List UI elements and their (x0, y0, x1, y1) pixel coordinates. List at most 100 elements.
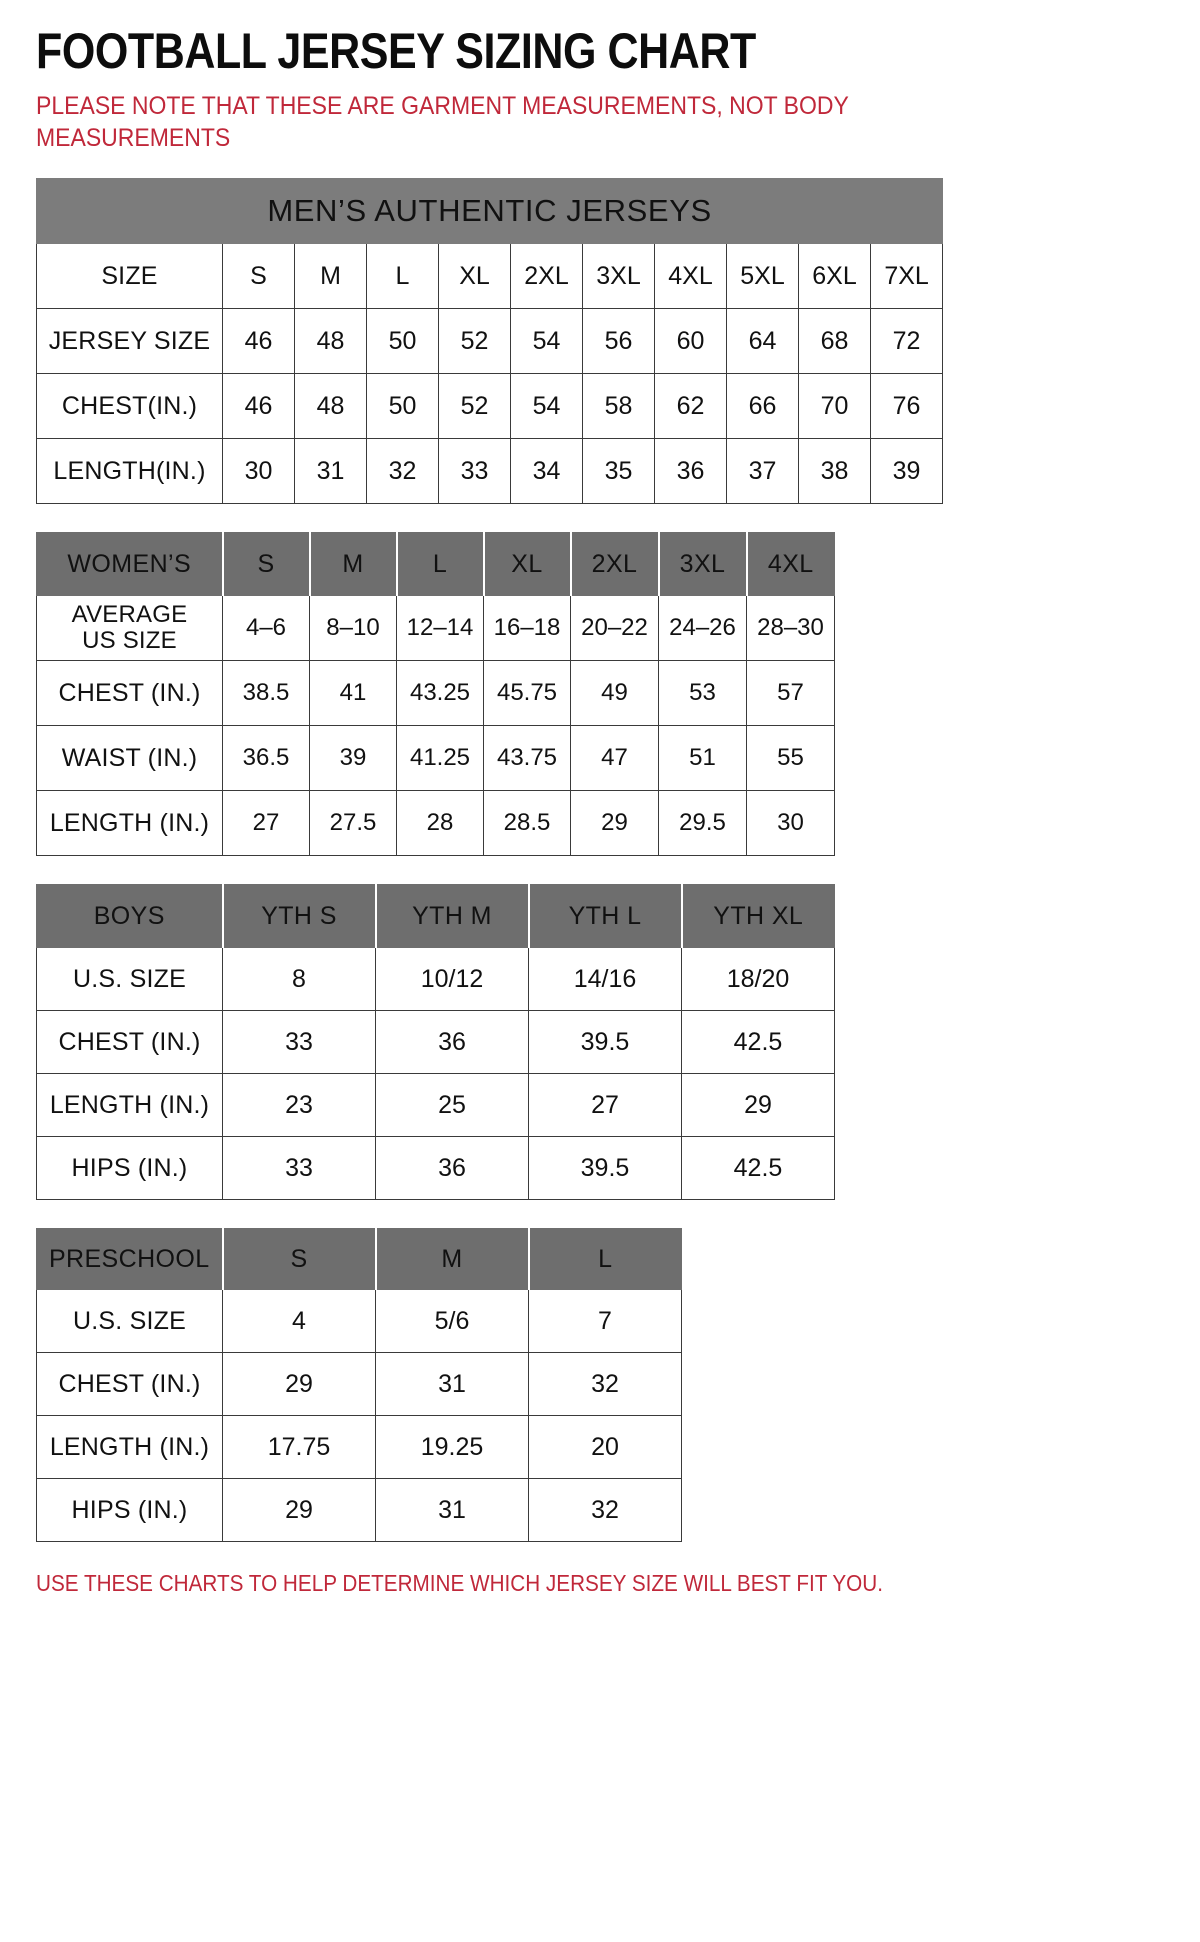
row-label-chest: CHEST (IN.) (36, 1352, 223, 1416)
cell-value: 68 (798, 308, 871, 374)
cell-value: 43.75 (483, 725, 571, 791)
cell-value: 36 (654, 438, 727, 504)
column-header-s: S (222, 243, 295, 309)
page-title: FOOTBALL JERSEY SIZING CHART (36, 23, 756, 79)
cell-value: 29 (570, 790, 659, 856)
cell-value: 51 (658, 725, 747, 791)
cell-value: 10/12 (375, 947, 529, 1011)
column-header-2xl: 2XL (570, 532, 660, 596)
cell-value: 8 (222, 947, 376, 1011)
cell-value: 12–14 (396, 595, 484, 661)
table-row: U.S. SIZE 4 5/6 7 (36, 1289, 682, 1353)
row-label-chest: CHEST(IN.) (36, 373, 223, 439)
cell-value: 27 (222, 790, 310, 856)
table-row: LENGTH (IN.) 23 25 27 29 (36, 1073, 835, 1137)
cell-value: 37 (726, 438, 799, 504)
cell-value: 38 (798, 438, 871, 504)
boys-size-table: BOYS YTH S YTH M YTH L YTH XL U.S. SIZE … (36, 884, 835, 1200)
cell-value: 31 (375, 1352, 529, 1416)
row-label-us-size: U.S. SIZE (36, 947, 223, 1011)
cell-value: 29 (222, 1352, 376, 1416)
cell-value: 39.5 (528, 1010, 682, 1074)
cell-value: 31 (294, 438, 367, 504)
cell-value: 52 (438, 373, 511, 439)
cell-value: 19.25 (375, 1415, 529, 1479)
cell-value: 33 (438, 438, 511, 504)
measurement-note: PLEASE NOTE THAT THESE ARE GARMENT MEASU… (36, 92, 849, 152)
column-header-3xl: 3XL (658, 532, 748, 596)
cell-value: 50 (366, 308, 439, 374)
column-header-s: S (222, 1228, 377, 1290)
cell-value: 56 (582, 308, 655, 374)
row-label-hips: HIPS (IN.) (36, 1136, 223, 1200)
table-header-row: SIZE S M L XL 2XL 3XL 4XL 5XL 6XL 7XL (36, 243, 944, 309)
cell-value: 30 (222, 438, 295, 504)
table-row: JERSEY SIZE 46 48 50 52 54 56 60 64 68 7… (36, 308, 944, 374)
column-header-6xl: 6XL (798, 243, 871, 309)
table-header-row: BOYS YTH S YTH M YTH L YTH XL (36, 884, 835, 948)
cell-value: 50 (366, 373, 439, 439)
cell-value: 49 (570, 660, 659, 726)
cell-value: 25 (375, 1073, 529, 1137)
row-label-length: LENGTH (IN.) (36, 1415, 223, 1479)
table-row: LENGTH (IN.) 27 27.5 28 28.5 29 29.5 30 (36, 790, 835, 856)
cell-value: 76 (869, 373, 944, 439)
cell-value: 32 (528, 1478, 682, 1542)
cell-value: 29 (681, 1073, 835, 1137)
column-header-womens: WOMEN’S (36, 532, 224, 596)
cell-value: 55 (746, 725, 835, 791)
cell-value: 43.25 (396, 660, 484, 726)
column-header-preschool: PRESCHOOL (36, 1228, 224, 1290)
row-label-jersey-size: JERSEY SIZE (36, 308, 223, 374)
cell-value: 39 (869, 438, 944, 504)
column-header-s: S (222, 532, 311, 596)
table-row: HIPS (IN.) 33 36 39.5 42.5 (36, 1136, 835, 1200)
cell-value: 42.5 (681, 1010, 835, 1074)
column-header-l: L (396, 532, 485, 596)
column-header-yth-xl: YTH XL (681, 884, 835, 948)
cell-value: 60 (654, 308, 727, 374)
table-banner-row: MEN’S AUTHENTIC JERSEYS (35, 178, 944, 244)
cell-value: 36 (375, 1136, 529, 1200)
cell-value: 36.5 (222, 725, 310, 791)
cell-value: 72 (869, 308, 944, 374)
cell-value: 64 (726, 308, 799, 374)
cell-value: 36 (375, 1010, 529, 1074)
column-header-3xl: 3XL (582, 243, 655, 309)
column-header-4xl: 4XL (654, 243, 727, 309)
column-header-yth-l: YTH L (528, 884, 683, 948)
row-label-us-size: U.S. SIZE (36, 1289, 223, 1353)
table-row: LENGTH (IN.) 17.75 19.25 20 (36, 1415, 682, 1479)
row-label-waist: WAIST (IN.) (36, 725, 223, 791)
cell-value: 53 (658, 660, 747, 726)
cell-value: 46 (222, 373, 295, 439)
cell-value: 24–26 (658, 595, 747, 661)
preschool-size-table: PRESCHOOL S M L U.S. SIZE 4 5/6 7 CHEST … (36, 1228, 682, 1542)
column-header-5xl: 5XL (726, 243, 799, 309)
table-row: LENGTH(IN.) 30 31 32 33 34 35 36 37 38 3… (36, 438, 944, 504)
table-header-row: WOMEN’S S M L XL 2XL 3XL 4XL (36, 532, 835, 596)
cell-value: 20–22 (570, 595, 659, 661)
cell-value: 32 (366, 438, 439, 504)
table-row: CHEST(IN.) 46 48 50 52 54 58 62 66 70 76 (36, 373, 944, 439)
cell-value: 5/6 (375, 1289, 529, 1353)
cell-value: 27.5 (309, 790, 397, 856)
row-label-length: LENGTH (IN.) (36, 1073, 223, 1137)
row-label-chest: CHEST (IN.) (36, 660, 223, 726)
cell-value: 42.5 (681, 1136, 835, 1200)
column-header-m: M (294, 243, 367, 309)
cell-value: 23 (222, 1073, 376, 1137)
column-header-xl: XL (438, 243, 511, 309)
row-label-chest: CHEST (IN.) (36, 1010, 223, 1074)
column-header-l: L (528, 1228, 682, 1290)
cell-value: 33 (222, 1136, 376, 1200)
column-header-m: M (309, 532, 398, 596)
cell-value: 20 (528, 1415, 682, 1479)
cell-value: 31 (375, 1478, 529, 1542)
cell-value: 28 (396, 790, 484, 856)
cell-value: 66 (726, 373, 799, 439)
column-header-yth-m: YTH M (375, 884, 530, 948)
table-header-row: PRESCHOOL S M L (36, 1228, 682, 1290)
cell-value: 29.5 (658, 790, 747, 856)
